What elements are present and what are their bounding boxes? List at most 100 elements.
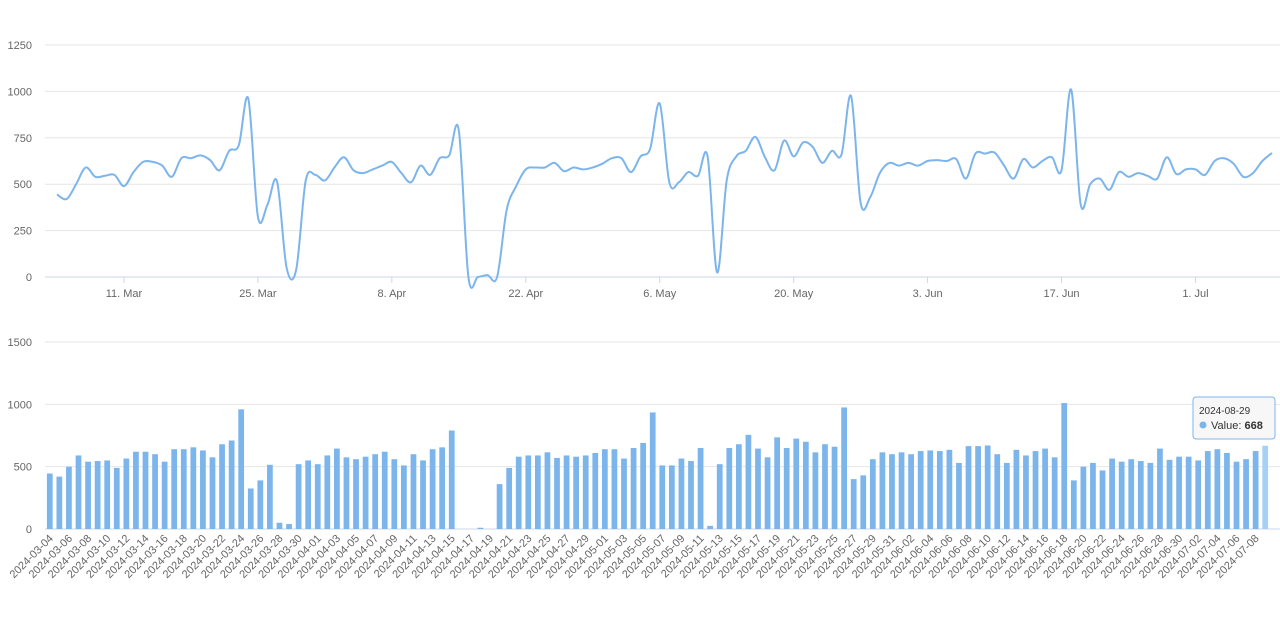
bar [822,444,828,529]
bar [1042,448,1048,529]
bar [984,445,991,529]
tooltip-series-label: Value [1211,420,1238,432]
bar [1109,458,1115,529]
bar [209,457,216,529]
line-y-tick-label: 750 [14,133,32,145]
bar [965,446,972,529]
bar [898,452,905,529]
bar [180,449,187,529]
bar [678,458,685,529]
line-x-tick-label: 20. May [774,288,814,300]
bar [668,465,675,529]
bar [621,458,627,529]
bar [544,452,551,529]
line-y-tick-label: 500 [14,179,32,191]
bar [1118,461,1125,529]
bar [1070,480,1077,529]
bar [439,447,446,529]
bar [1137,461,1144,529]
bar [525,455,532,529]
bar [152,454,158,529]
bar [1204,451,1211,529]
bar [334,448,340,529]
bar [554,457,560,529]
bar [343,457,350,529]
bar [477,527,484,529]
bar [1214,449,1221,529]
bar [936,451,943,529]
bar [869,459,876,529]
bar [420,460,426,529]
bar [640,442,647,529]
line-x-tick-label: 3. Jun [913,288,943,300]
bar [1185,456,1192,529]
bar [362,456,369,529]
bar [726,447,733,529]
bar [448,430,455,529]
bar-y-tick-label: 1000 [8,399,32,411]
bar [592,452,599,529]
bar [774,437,780,529]
bar [783,447,790,529]
bar [745,434,752,529]
bar [56,476,63,529]
bar [812,452,819,529]
line-y-tick-label: 1000 [8,86,32,98]
bar [228,440,235,529]
bar-series-value [46,403,1269,529]
line-x-tick-label: 11. Mar [106,288,143,300]
bar [1032,451,1039,529]
bar [649,412,656,529]
bar [1080,466,1087,529]
bar [324,455,331,529]
bar [1013,449,1020,529]
tooltip: 2024-08-29 Value: 668 [1192,396,1276,440]
bar [305,460,312,529]
line-x-tick-label: 8. Apr [377,288,406,300]
bar [850,479,857,529]
bar [879,452,886,529]
bar [716,464,723,529]
tooltip-background [1192,396,1276,440]
bar [314,464,321,529]
bar [956,462,962,529]
bar [286,524,292,529]
bar [496,484,503,529]
bar [889,454,895,529]
bar-y-tick-label: 0 [26,524,32,536]
bar [219,444,225,529]
bar-chart: 0 500 1000 1500 2024-03-042024-03-062024-03… [8,337,1280,581]
bar [1233,461,1240,529]
bar [506,467,513,529]
bar [267,464,273,529]
bar [247,488,254,529]
bar [764,457,771,529]
bar [659,465,666,529]
bar [1147,462,1154,529]
bar [793,438,800,529]
bar [85,461,91,529]
bar [391,459,398,529]
line-x-axis: 11. Mar 25. Mar 8. Apr 22. Apr 6. May 20. May… [106,277,1209,300]
bar [735,444,742,529]
line-x-tick-label: 17. Jun [1043,288,1079,300]
bar-y-axis: 0 500 1000 1500 [8,337,32,536]
bar [1023,455,1029,529]
bar [75,455,82,529]
bar [563,455,570,529]
bar [802,441,809,529]
bar [190,447,197,529]
bar [1099,470,1106,529]
bar [975,446,981,529]
bar [707,525,714,529]
bar [1166,459,1173,529]
line-x-tick-label: 25. Mar [239,288,277,300]
bar [1157,448,1163,529]
line-x-tick-label: 6. May [643,288,677,300]
bar [515,456,522,529]
bar [908,454,914,529]
tooltip-series-marker [1199,421,1207,429]
bar [755,448,761,529]
bar [1003,462,1010,529]
